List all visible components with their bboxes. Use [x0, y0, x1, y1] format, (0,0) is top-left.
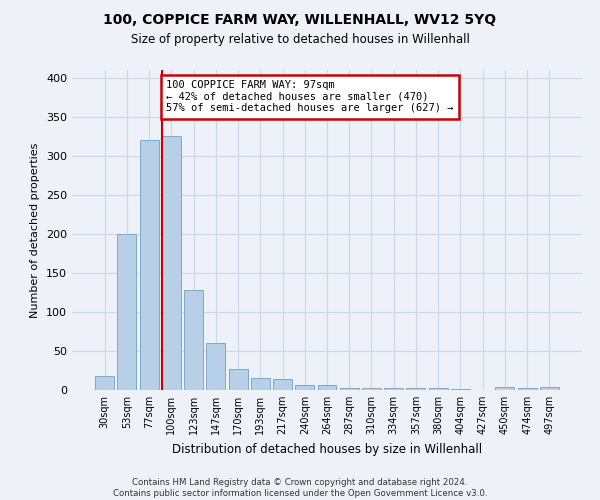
Text: 100, COPPICE FARM WAY, WILLENHALL, WV12 5YQ: 100, COPPICE FARM WAY, WILLENHALL, WV12 … [103, 12, 497, 26]
X-axis label: Distribution of detached houses by size in Willenhall: Distribution of detached houses by size … [172, 442, 482, 456]
Bar [429, 388, 448, 390]
Bar [95, 376, 114, 390]
Text: Contains HM Land Registry data © Crown copyright and database right 2024.
Contai: Contains HM Land Registry data © Crown c… [113, 478, 487, 498]
Bar [406, 388, 425, 390]
Bar [295, 384, 314, 390]
Bar [362, 388, 381, 390]
Text: 100 COPPICE FARM WAY: 97sqm
← 42% of detached houses are smaller (470)
57% of se: 100 COPPICE FARM WAY: 97sqm ← 42% of det… [166, 80, 454, 114]
Bar [384, 388, 403, 390]
Bar [184, 290, 203, 390]
Text: Size of property relative to detached houses in Willenhall: Size of property relative to detached ho… [131, 32, 469, 46]
Y-axis label: Number of detached properties: Number of detached properties [31, 142, 40, 318]
Bar [273, 379, 292, 390]
Bar [340, 388, 359, 390]
Bar [229, 369, 248, 390]
Bar [518, 388, 536, 390]
Bar [206, 343, 225, 390]
Bar [317, 386, 337, 390]
Bar [496, 387, 514, 390]
Bar [540, 387, 559, 390]
Bar [118, 234, 136, 390]
Bar [251, 378, 270, 390]
Bar [140, 140, 158, 390]
Bar [451, 389, 470, 390]
Bar [162, 136, 181, 390]
